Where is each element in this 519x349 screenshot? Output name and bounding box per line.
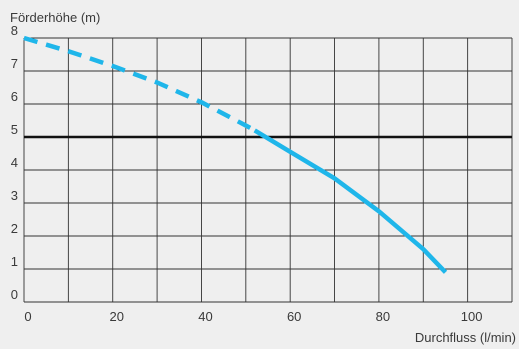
y-tick-label: 7 — [11, 56, 18, 71]
x-axis-title: Durchfluss (l/min) — [415, 330, 516, 345]
series-line-solid — [253, 128, 448, 274]
x-tick-label: 100 — [461, 309, 483, 324]
y-tick-label: 3 — [11, 188, 18, 203]
y-tick-label: 1 — [11, 254, 18, 269]
x-tick-labels: 0 20 40 60 80 100 — [24, 309, 482, 324]
y-tick-label: 6 — [11, 89, 18, 104]
series-group — [23, 35, 448, 274]
x-tick-label: 20 — [109, 309, 123, 324]
x-tick-label: 80 — [376, 309, 390, 324]
y-tick-label: 0 — [11, 287, 18, 302]
x-tick-label: 40 — [198, 309, 212, 324]
x-tick-label: 60 — [287, 309, 301, 324]
series-line-dashed — [23, 35, 256, 133]
y-tick-labels: 0 1 2 3 4 5 6 7 8 — [11, 23, 18, 302]
y-tick-label: 2 — [11, 221, 18, 236]
y-tick-label: 4 — [11, 155, 18, 170]
x-tick-label: 0 — [24, 309, 31, 324]
y-tick-label: 8 — [11, 23, 18, 38]
y-axis-title: Förderhöhe (m) — [10, 10, 100, 25]
y-tick-label: 5 — [11, 122, 18, 137]
